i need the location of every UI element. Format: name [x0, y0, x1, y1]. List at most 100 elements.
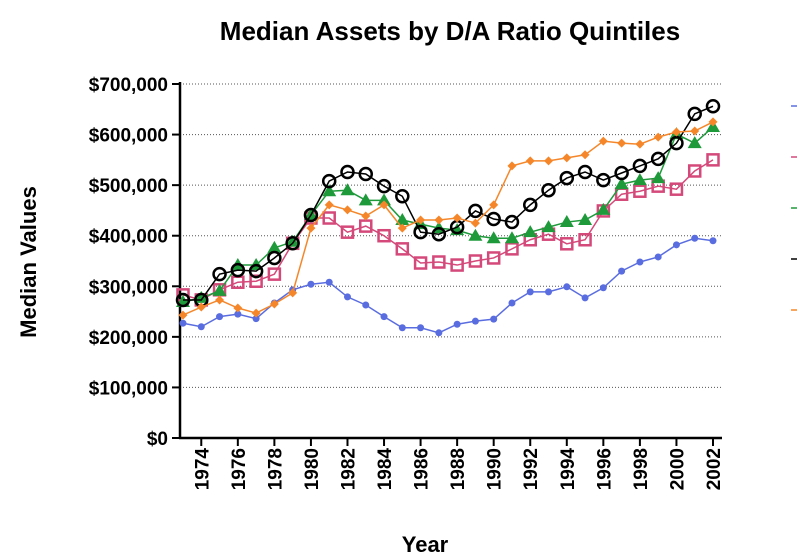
marker — [544, 156, 554, 166]
marker — [340, 183, 355, 196]
marker — [215, 295, 225, 305]
marker — [522, 197, 538, 213]
marker — [486, 251, 501, 265]
marker — [212, 266, 227, 282]
marker — [377, 193, 392, 206]
marker — [523, 225, 538, 238]
marker — [581, 294, 589, 302]
y-tick-label: $100,000 — [89, 378, 168, 399]
marker — [322, 211, 336, 225]
x-tick-label: 1974 — [192, 448, 213, 491]
y-tick-label: $700,000 — [89, 75, 168, 96]
marker — [343, 293, 351, 301]
marker — [216, 313, 224, 321]
marker — [541, 220, 556, 233]
marker — [303, 207, 319, 223]
y-tick-label: $400,000 — [89, 227, 168, 248]
x-tick-label: 1978 — [265, 448, 286, 490]
marker — [508, 299, 516, 307]
marker — [690, 126, 700, 136]
marker — [380, 313, 388, 321]
y-tick-label: $500,000 — [89, 176, 168, 197]
x-tick-label: 1996 — [594, 448, 615, 490]
marker — [505, 242, 519, 256]
marker — [669, 135, 684, 151]
marker — [577, 164, 593, 180]
x-tick-label: 1982 — [338, 448, 359, 490]
marker — [452, 213, 462, 223]
marker — [468, 228, 483, 241]
marker — [358, 166, 374, 182]
marker — [248, 263, 264, 279]
marker — [361, 211, 371, 221]
marker — [395, 242, 410, 256]
x-tick-label: 1998 — [631, 448, 652, 490]
marker — [234, 310, 242, 318]
x-tick-label: 1994 — [558, 448, 579, 491]
marker — [342, 205, 352, 215]
x-tick-label: 1990 — [485, 448, 506, 490]
marker — [599, 284, 607, 292]
marker — [285, 234, 300, 247]
marker — [709, 237, 717, 245]
x-tick-label: 1992 — [521, 448, 542, 490]
x-tick-label: 1980 — [302, 448, 323, 490]
marker — [468, 254, 483, 268]
marker — [453, 320, 461, 328]
marker — [249, 274, 263, 288]
marker — [617, 138, 627, 148]
marker — [706, 153, 720, 167]
marker — [413, 224, 428, 240]
marker — [614, 177, 629, 190]
x-tick-label: 1986 — [412, 448, 433, 490]
marker — [470, 218, 480, 228]
marker — [635, 139, 645, 149]
marker — [376, 178, 392, 194]
marker — [340, 225, 355, 239]
marker — [450, 258, 464, 272]
marker — [507, 161, 517, 171]
marker — [490, 315, 498, 323]
marker — [321, 173, 337, 189]
marker — [175, 292, 191, 308]
chart-title: Median Assets by D/A Ratio Quintiles — [220, 16, 680, 46]
marker — [251, 308, 261, 318]
marker — [618, 267, 626, 275]
marker — [212, 283, 227, 296]
marker — [434, 215, 444, 225]
marker — [691, 234, 699, 242]
marker — [563, 283, 571, 291]
y-tick-label: $0 — [147, 429, 168, 450]
marker — [489, 200, 499, 210]
x-tick-label: 1976 — [229, 448, 250, 490]
marker — [233, 303, 243, 313]
x-tick-label: 2002 — [704, 448, 725, 490]
marker — [545, 288, 553, 296]
marker — [632, 173, 647, 186]
x-tick-label: 1984 — [375, 448, 396, 491]
marker — [269, 299, 279, 309]
marker — [416, 215, 426, 225]
series-line — [183, 105, 714, 301]
marker — [651, 171, 666, 184]
marker — [196, 302, 206, 312]
y-tick-label: $200,000 — [89, 328, 168, 349]
marker — [708, 117, 718, 127]
marker — [596, 172, 611, 188]
marker — [431, 226, 447, 242]
marker — [417, 324, 425, 332]
x-axis-label: Year — [402, 532, 449, 557]
marker — [395, 189, 410, 204]
marker — [636, 258, 644, 266]
marker — [178, 310, 188, 320]
marker — [359, 219, 373, 233]
marker — [672, 241, 680, 249]
x-tick-label: 2000 — [667, 448, 688, 490]
series-line — [182, 159, 714, 301]
marker — [306, 223, 316, 233]
marker — [468, 203, 483, 219]
marker — [379, 200, 389, 210]
marker — [322, 184, 337, 197]
marker — [267, 240, 282, 253]
